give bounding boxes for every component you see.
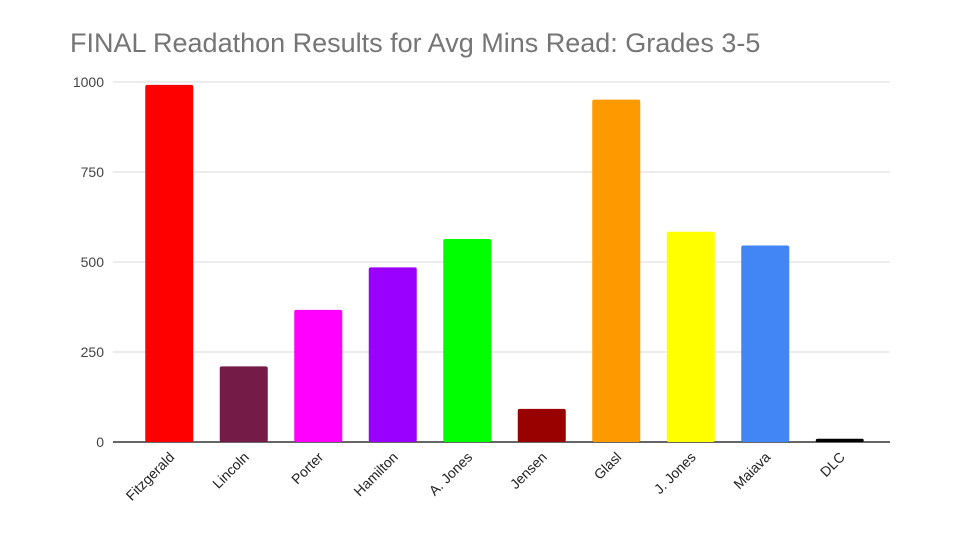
x-tick-label: Hamilton [350, 449, 400, 499]
x-tick-label: Jensen [507, 449, 550, 492]
bar-dlc [815, 438, 864, 442]
x-tick-label: Porter [288, 449, 327, 488]
x-tick-label: Fitzgerald [123, 449, 178, 504]
bar-lincoln [219, 366, 268, 442]
x-tick-label: Lincoln [209, 449, 252, 492]
x-tick-label: J. Jones [651, 449, 699, 497]
bar-j-jones [666, 231, 715, 442]
x-tick-label: Maiava [730, 449, 773, 492]
x-tick-label: DLC [817, 449, 848, 480]
bar-porter [294, 309, 343, 442]
bar-maiava [741, 245, 790, 442]
y-tick-label: 750 [81, 164, 105, 180]
y-tick-label: 0 [96, 434, 104, 450]
x-tick-label: Glasl [590, 449, 624, 483]
bar-fitzgerald [145, 84, 194, 442]
y-tick-label: 250 [81, 344, 105, 360]
y-tick-label: 1000 [73, 74, 104, 90]
bar-jensen [517, 408, 566, 442]
bar-glasl [592, 99, 641, 442]
y-tick-label: 500 [81, 254, 105, 270]
chart-title: FINAL Readathon Results for Avg Mins Rea… [70, 28, 760, 58]
bar-a-jones [443, 238, 492, 442]
bar-hamilton [368, 267, 417, 442]
x-tick-label: A. Jones [426, 449, 476, 499]
